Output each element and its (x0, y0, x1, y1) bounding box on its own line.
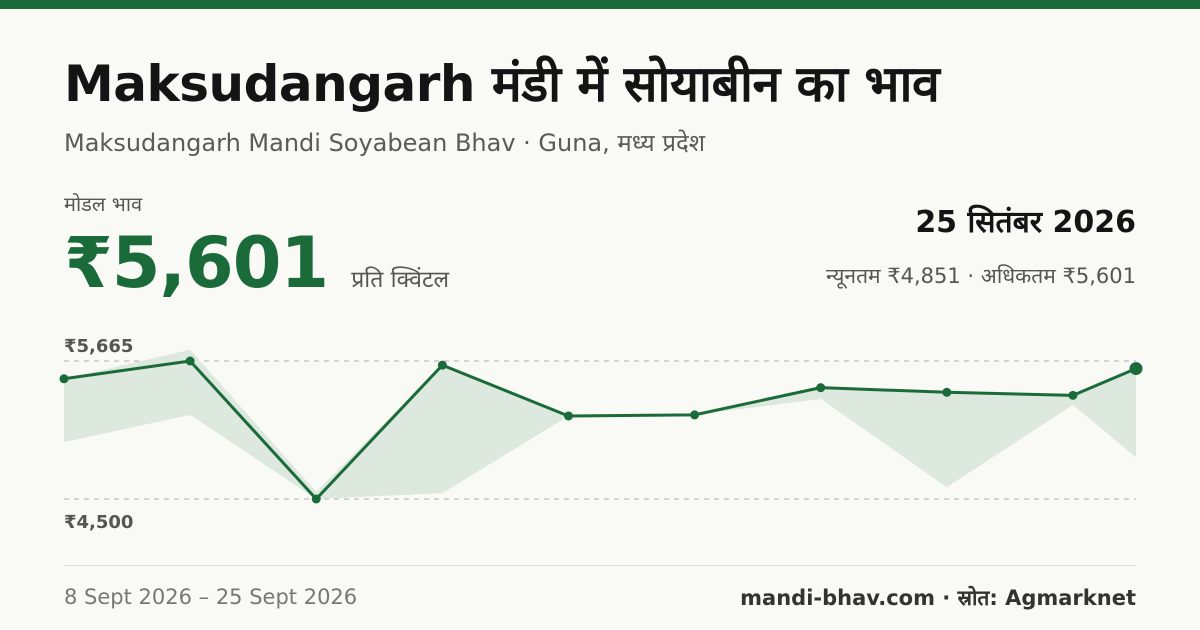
y-tick-label-max: ₹5,665 (64, 336, 133, 357)
data-point (311, 494, 321, 504)
data-point (563, 411, 573, 421)
price-date: 25 सितंबर 2026 (915, 205, 1136, 240)
top-accent-bar (0, 0, 1200, 9)
data-point (59, 374, 69, 384)
price-row: ₹5,601 प्रति क्विंटल (64, 222, 449, 304)
min-max-band (64, 349, 1136, 499)
modal-price-value: ₹5,601 (64, 222, 329, 304)
price-trend-chart: ₹5,665 ₹4,500 (59, 336, 1143, 533)
price-unit: प्रति क्विंटल (351, 267, 450, 293)
data-point (185, 356, 195, 366)
modal-price-line (63, 359, 1137, 501)
latest-data-point (1129, 362, 1143, 376)
y-tick-label-min: ₹4,500 (64, 512, 133, 533)
data-point (942, 387, 952, 397)
page-title: Maksudangarh मंडी में सोयाबीन का भाव (64, 55, 940, 113)
footer-divider (64, 565, 1136, 566)
data-point (437, 360, 447, 370)
source-credit: mandi-bhav.com · स्रोत: Agmarknet (740, 586, 1136, 610)
modal-price-label: मोडल भाव (64, 192, 143, 216)
data-point (690, 410, 700, 420)
page-subtitle: Maksudangarh Mandi Soyabean Bhav · Guna,… (64, 129, 706, 157)
data-point (816, 383, 826, 393)
min-max-range: न्यूनतम ₹4,851 · अधिकतम ₹5,601 (826, 264, 1136, 288)
data-point (1068, 390, 1078, 400)
date-period: 8 Sept 2026 – 25 Sept 2026 (64, 585, 358, 609)
